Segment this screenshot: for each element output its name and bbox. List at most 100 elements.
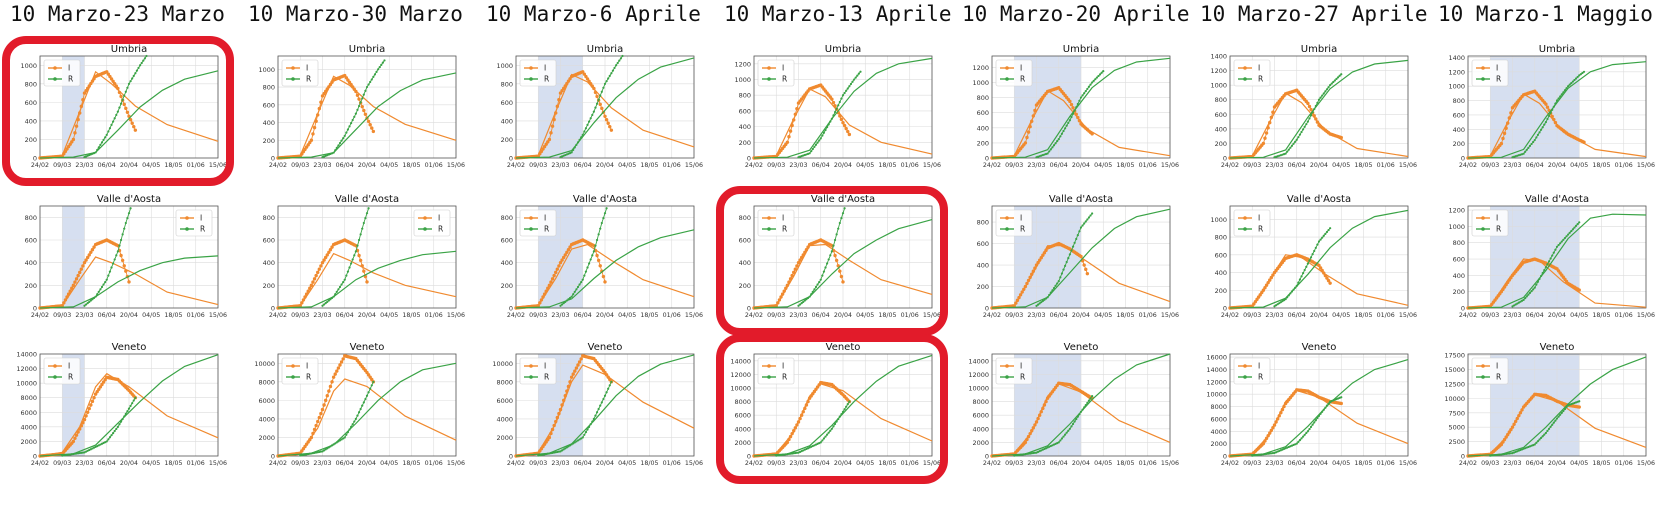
data-point-I: [330, 380, 334, 384]
x-tick-label: 23/03: [1265, 162, 1283, 169]
data-point-R: [1081, 94, 1084, 97]
x-tick-label: 24/02: [745, 312, 763, 319]
data-point-I: [549, 431, 553, 436]
data-point-I: [846, 129, 850, 134]
data-point-I: [806, 399, 810, 404]
data-point-R: [581, 133, 584, 136]
x-tick-label: 20/04: [120, 312, 138, 319]
data-point-R: [830, 427, 833, 430]
x-tick-label: 04/05: [380, 312, 398, 319]
data-point-R: [856, 74, 859, 77]
data-point-R: [573, 441, 576, 444]
x-tick-label: 06/04: [812, 460, 830, 467]
data-point-I: [1506, 432, 1510, 437]
data-point-R: [822, 270, 826, 273]
data-point-I: [1025, 135, 1029, 140]
x-tick-label: 20/04: [1548, 460, 1566, 467]
data-point-R: [345, 274, 348, 277]
data-point-I: [320, 260, 325, 265]
data-point-R: [356, 108, 359, 111]
legend-label: R: [1496, 75, 1501, 84]
data-point-R: [1321, 410, 1324, 413]
data-point-I: [1084, 267, 1088, 272]
data-point-R: [1578, 74, 1581, 77]
x-tick-label: 23/03: [75, 460, 93, 467]
x-tick-label: 01/06: [1139, 460, 1157, 467]
data-point-I: [833, 104, 837, 108]
x-tick-label: 09/03: [53, 460, 71, 467]
x-tick-label: 09/03: [529, 162, 547, 169]
data-point-I: [1014, 301, 1018, 305]
data-point-R: [330, 444, 334, 447]
data-point-R: [1300, 275, 1303, 278]
x-tick-label: 23/03: [1265, 312, 1283, 319]
data-point-R: [337, 288, 340, 291]
y-tick-label: 0: [985, 305, 989, 313]
data-point-R: [1079, 410, 1083, 413]
data-point-I: [558, 407, 563, 412]
data-point-I: [1306, 101, 1310, 106]
data-point-I: [323, 398, 328, 403]
x-tick-label: 24/02: [983, 460, 1001, 467]
data-point-I: [555, 415, 560, 420]
data-point-R: [841, 94, 845, 97]
data-point-I: [76, 430, 80, 434]
column-header: 10 Marzo-6 Aprile: [486, 2, 701, 26]
data-point-R: [838, 415, 841, 418]
y-tick-label: 600: [263, 237, 275, 245]
legend-label: I: [1020, 64, 1022, 73]
y-tick-label: 0: [747, 155, 751, 163]
data-point-I: [84, 258, 88, 262]
data-point-R: [1551, 108, 1554, 111]
data-point-R: [813, 288, 816, 291]
data-point-R: [837, 417, 840, 421]
data-point-I: [785, 283, 790, 288]
legend-box: [1233, 357, 1271, 385]
x-tick-label: 23/03: [1027, 460, 1045, 467]
data-point-R: [560, 449, 564, 452]
column-header: 10 Marzo-20 Aprile: [962, 2, 1190, 26]
data-point-R: [1536, 280, 1540, 283]
data-point-R: [1064, 433, 1067, 436]
data-point-R: [1295, 442, 1298, 445]
data-point-R: [1041, 299, 1044, 303]
data-point-R: [1311, 111, 1314, 114]
data-point-R: [1087, 216, 1091, 219]
data-point-I: [568, 380, 572, 384]
y-tick-label: 12000: [16, 365, 37, 373]
legend-box: [413, 209, 451, 237]
data-point-R: [843, 91, 846, 95]
data-point-R: [808, 152, 811, 155]
data-point-I: [1520, 408, 1524, 412]
x-tick-label: 04/05: [1570, 312, 1588, 319]
data-point-I: [1028, 124, 1032, 129]
data-point-R: [380, 63, 383, 66]
legend-box: [1471, 59, 1509, 87]
x-tick-label: 01/06: [187, 460, 205, 467]
data-point-R: [110, 123, 113, 126]
data-point-R: [599, 94, 602, 97]
data-point-I: [1026, 278, 1031, 283]
data-point-I: [788, 434, 793, 439]
data-point-I: [830, 243, 834, 248]
plot-frame: [515, 205, 695, 309]
data-point-R: [100, 141, 104, 144]
data-point-I: [357, 97, 361, 101]
data-point-R: [1278, 302, 1281, 305]
x-tick-label: 18/05: [1354, 312, 1372, 319]
y-tick-label: 8000: [734, 398, 751, 406]
data-point-R: [1057, 138, 1060, 141]
legend-box: [757, 209, 795, 237]
y-tick-label: 800: [1453, 239, 1465, 247]
y-tick-label: 800: [25, 80, 37, 88]
data-point-I: [122, 264, 126, 268]
data-point-R: [586, 123, 589, 126]
data-point-I: [1033, 266, 1037, 270]
data-point-I: [796, 260, 801, 265]
data-point-I: [62, 301, 66, 305]
chart-title: Valle d'Aosta: [1525, 194, 1589, 205]
data-point-I: [787, 437, 791, 442]
